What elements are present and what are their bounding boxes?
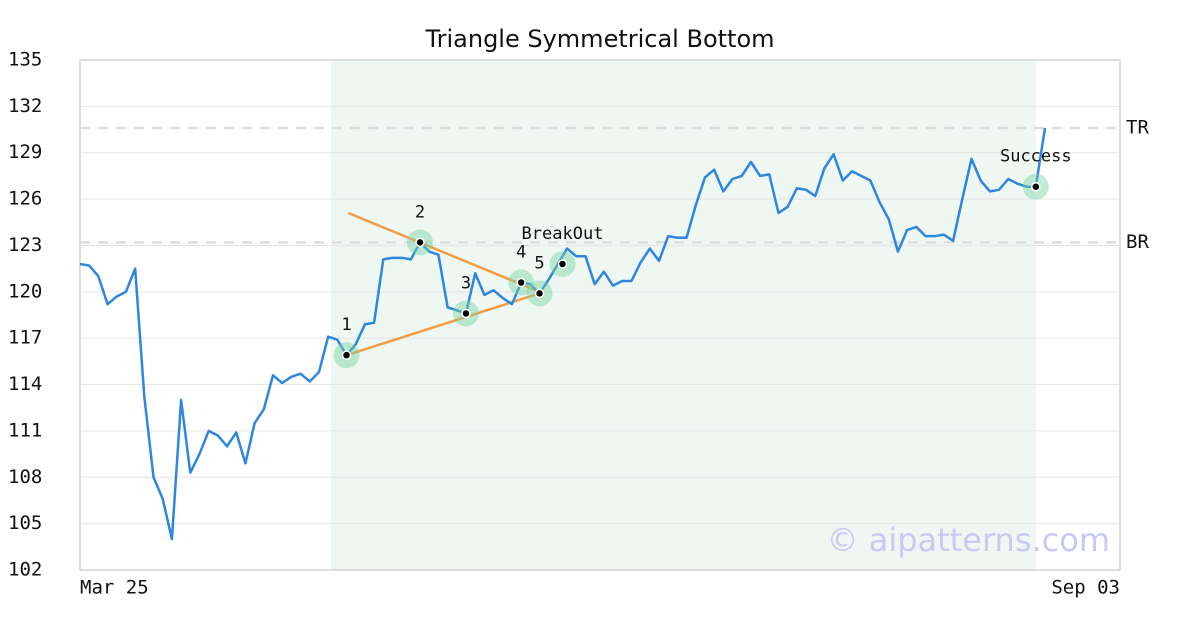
marker-dot bbox=[516, 277, 526, 288]
y-tick-label: 132 bbox=[8, 95, 42, 117]
marker-label: 5 bbox=[534, 253, 544, 273]
marker-label: 4 bbox=[516, 243, 526, 263]
y-tick-label: 117 bbox=[8, 327, 42, 349]
trend-line bbox=[347, 211, 541, 293]
y-tick-label: 135 bbox=[8, 49, 42, 71]
pattern-zone bbox=[330, 60, 1036, 570]
marker-label: Success bbox=[1000, 147, 1072, 167]
y-tick-label: 111 bbox=[8, 419, 42, 441]
marker-dot bbox=[534, 288, 545, 299]
marker-label: 1 bbox=[341, 315, 351, 335]
y-tick-label: 126 bbox=[8, 188, 42, 210]
y-tick-label: 102 bbox=[8, 559, 42, 581]
level-label: TR bbox=[1126, 117, 1149, 139]
y-tick-label: 108 bbox=[8, 466, 42, 488]
marker-dot bbox=[461, 308, 471, 319]
x-tick-label: Sep 03 bbox=[1051, 577, 1120, 599]
level-label: BR bbox=[1126, 231, 1149, 253]
plot-border bbox=[79, 59, 1121, 571]
marker-label: BreakOut bbox=[522, 224, 604, 244]
marker-label: 3 bbox=[461, 273, 471, 293]
marker-dot bbox=[341, 350, 352, 360]
watermark: © aipatterns.com bbox=[827, 521, 1110, 559]
y-tick-label: 123 bbox=[8, 234, 42, 256]
marker-dot bbox=[415, 237, 425, 248]
trend-line bbox=[346, 292, 540, 357]
marker-dot bbox=[1031, 181, 1041, 192]
marker-label: 2 bbox=[415, 202, 425, 222]
y-tick-label: 129 bbox=[8, 141, 42, 163]
marker-dot bbox=[557, 259, 568, 269]
price-line bbox=[79, 127, 1047, 541]
y-tick-label: 114 bbox=[8, 373, 42, 395]
y-tick-label: 105 bbox=[8, 512, 42, 534]
chart-title: Triangle Symmetrical Bottom bbox=[424, 25, 774, 53]
y-tick-label: 120 bbox=[8, 280, 42, 302]
x-tick-label: Mar 25 bbox=[80, 577, 149, 599]
